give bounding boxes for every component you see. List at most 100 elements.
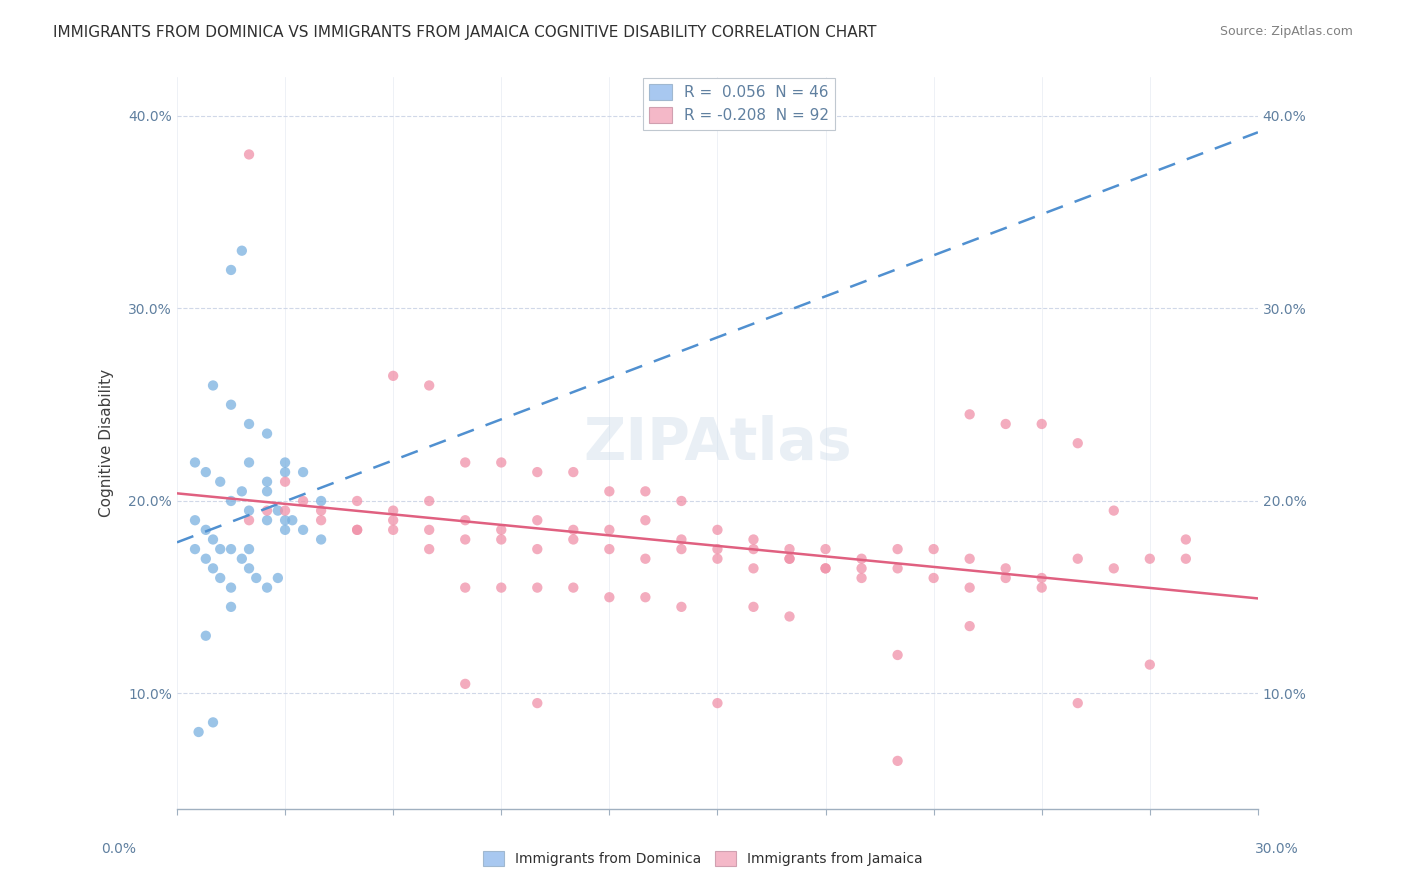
Point — [309, 513, 332, 527]
Point — [959, 408, 981, 422]
Point — [274, 523, 297, 537]
Point — [238, 513, 260, 527]
Point — [219, 263, 242, 277]
Point — [562, 465, 585, 479]
Point — [959, 581, 981, 595]
Point — [194, 629, 217, 643]
Point — [1067, 696, 1090, 710]
Point — [994, 561, 1017, 575]
Point — [491, 523, 513, 537]
Point — [959, 619, 981, 633]
Point — [922, 542, 945, 557]
Point — [274, 455, 297, 469]
Point — [526, 542, 548, 557]
Point — [231, 244, 253, 258]
Point — [418, 378, 440, 392]
Point — [202, 561, 225, 575]
Point — [1102, 503, 1125, 517]
Point — [209, 542, 232, 557]
Point — [779, 609, 801, 624]
Point — [706, 523, 728, 537]
Point — [346, 523, 368, 537]
Point — [886, 561, 908, 575]
Point — [281, 513, 304, 527]
Point — [1031, 581, 1053, 595]
Point — [194, 523, 217, 537]
Point — [562, 533, 585, 547]
Point — [274, 465, 297, 479]
Point — [256, 581, 278, 595]
Point — [184, 513, 207, 527]
Point — [742, 533, 765, 547]
Point — [959, 551, 981, 566]
Point — [231, 484, 253, 499]
Point — [219, 542, 242, 557]
Y-axis label: Cognitive Disability: Cognitive Disability — [100, 369, 114, 517]
Point — [742, 542, 765, 557]
Point — [526, 696, 548, 710]
Point — [238, 417, 260, 431]
Point — [851, 561, 873, 575]
Point — [1067, 551, 1090, 566]
Point — [922, 571, 945, 585]
Point — [219, 581, 242, 595]
Point — [634, 513, 657, 527]
Point — [1031, 571, 1053, 585]
Point — [238, 147, 260, 161]
Legend: Immigrants from Dominica, Immigrants from Jamaica: Immigrants from Dominica, Immigrants fro… — [478, 846, 928, 871]
Text: ZIPAtlas: ZIPAtlas — [583, 415, 852, 472]
Point — [292, 465, 315, 479]
Point — [1031, 417, 1053, 431]
Point — [994, 417, 1017, 431]
Point — [209, 475, 232, 489]
Point — [886, 542, 908, 557]
Point — [526, 465, 548, 479]
Point — [779, 551, 801, 566]
Point — [851, 571, 873, 585]
Point — [238, 542, 260, 557]
Point — [418, 523, 440, 537]
Point — [491, 533, 513, 547]
Point — [742, 561, 765, 575]
Legend: R =  0.056  N = 46, R = -0.208  N = 92: R = 0.056 N = 46, R = -0.208 N = 92 — [643, 78, 835, 129]
Point — [187, 725, 209, 739]
Point — [219, 398, 242, 412]
Point — [219, 599, 242, 614]
Point — [634, 484, 657, 499]
Point — [231, 551, 253, 566]
Point — [238, 455, 260, 469]
Point — [562, 581, 585, 595]
Point — [202, 378, 225, 392]
Point — [382, 523, 405, 537]
Point — [346, 523, 368, 537]
Point — [1102, 561, 1125, 575]
Point — [994, 571, 1017, 585]
Point — [491, 455, 513, 469]
Point — [382, 368, 405, 383]
Point — [267, 571, 290, 585]
Point — [202, 715, 225, 730]
Point — [671, 494, 693, 508]
Point — [526, 513, 548, 527]
Point — [274, 475, 297, 489]
Point — [292, 523, 315, 537]
Point — [267, 503, 290, 517]
Point — [382, 513, 405, 527]
Point — [671, 599, 693, 614]
Text: 30.0%: 30.0% — [1256, 842, 1299, 856]
Point — [309, 494, 332, 508]
Point — [454, 513, 477, 527]
Point — [245, 571, 267, 585]
Point — [814, 561, 837, 575]
Point — [491, 581, 513, 595]
Point — [382, 503, 405, 517]
Point — [256, 503, 278, 517]
Point — [706, 542, 728, 557]
Point — [1067, 436, 1090, 450]
Point — [1139, 551, 1161, 566]
Point — [418, 542, 440, 557]
Point — [346, 494, 368, 508]
Point — [256, 426, 278, 441]
Point — [256, 475, 278, 489]
Point — [454, 677, 477, 691]
